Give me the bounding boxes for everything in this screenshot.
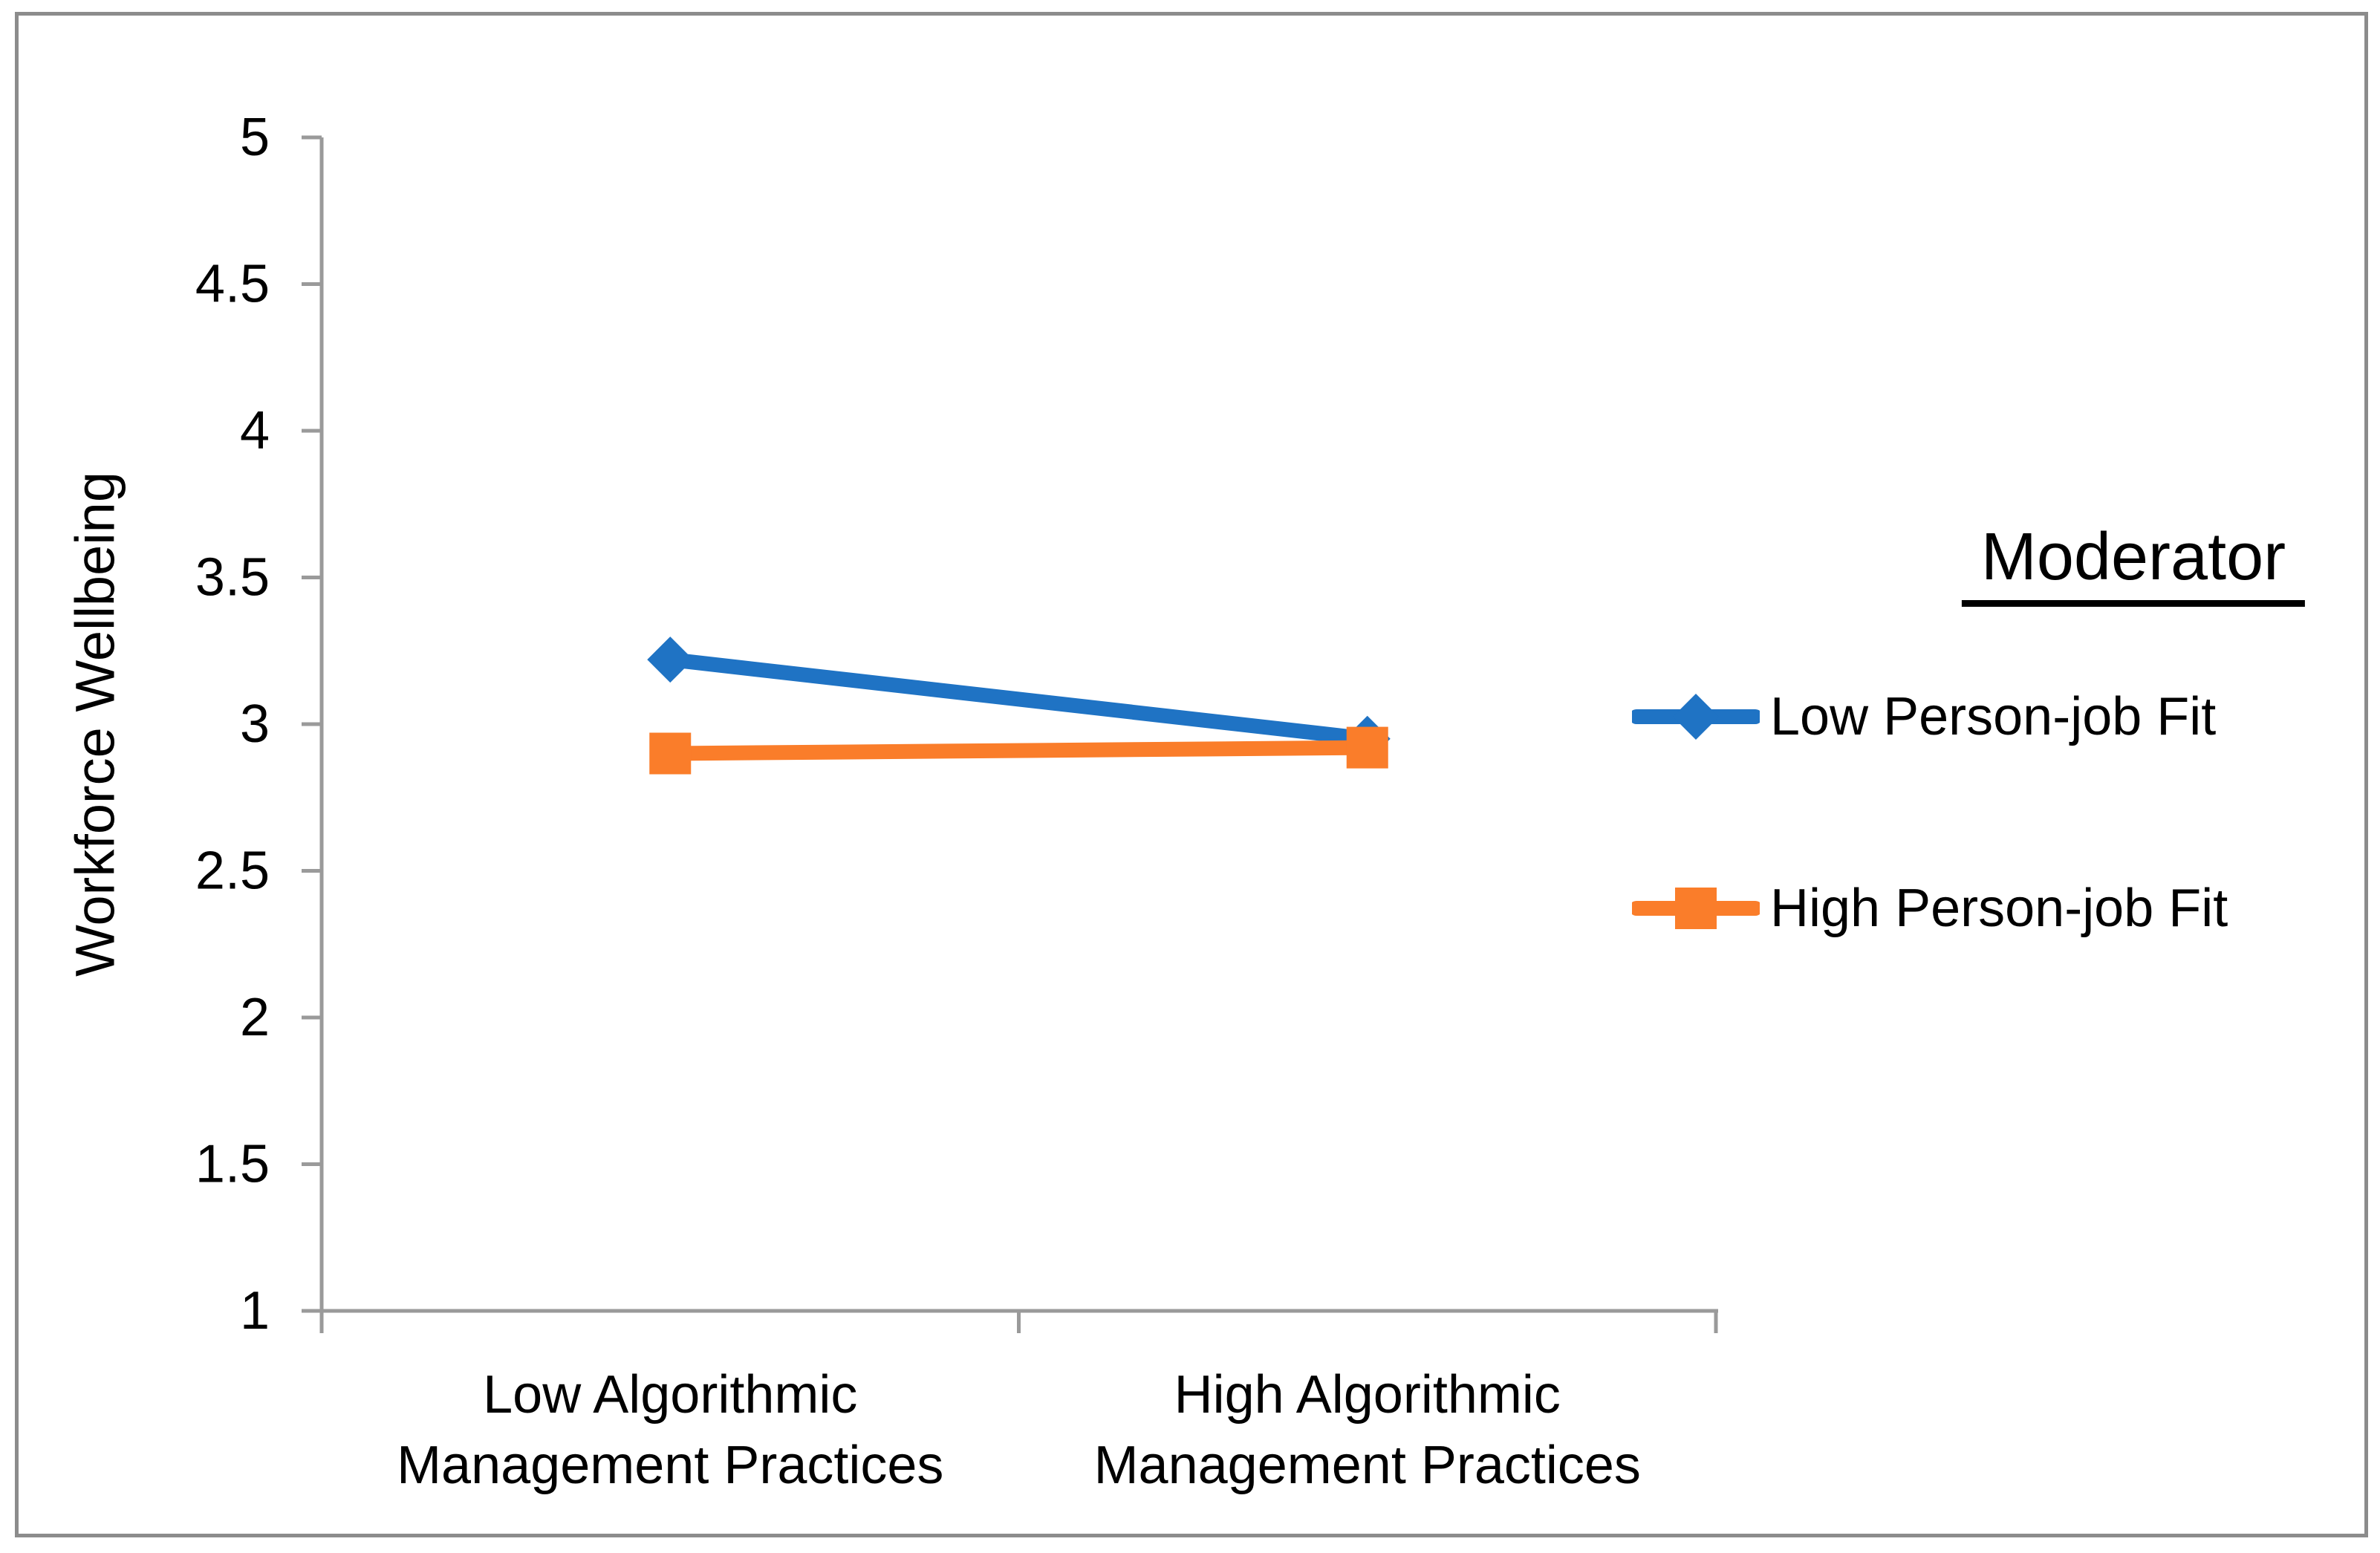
x-category-label: Low Algorithmic Management Practices [397,1365,944,1495]
series-line [669,652,1368,746]
y-tick-label: 5 [240,108,270,167]
y-tick-label: 1 [240,1281,270,1341]
legend-item-low-person-job-fit: Low Person-job Fit [1632,686,2216,748]
y-tick-label: 4.5 [195,255,270,314]
data-point-marker-square [1346,726,1388,769]
legend-label: Low Person-job Fit [1770,687,2217,746]
legend-label: High Person-job Fit [1770,879,2228,938]
series-line [670,740,1368,761]
legend-item-high-person-job-fit: High Person-job Fit [1632,877,2228,940]
x-category-label: High Algorithmic Management Practices [1093,1365,1641,1495]
y-tick-label: 1.5 [195,1135,270,1194]
y-tick-label: 3 [240,694,270,754]
y-tick-label: 2.5 [195,841,270,901]
y-tick-label: 4 [240,401,270,460]
legend-title: Moderator [1961,520,2306,607]
legend-marker-square-icon [1632,888,1760,929]
data-point-marker-diamond [647,636,694,683]
chart-outer-border [15,12,2368,1537]
data-point-marker-square [649,732,692,775]
legend-marker-diamond-icon [1632,694,1760,740]
y-axis-title: Workforce Wellbeing [64,472,126,977]
y-tick-label: 2 [240,988,270,1047]
y-tick-label: 3.5 [195,548,270,608]
